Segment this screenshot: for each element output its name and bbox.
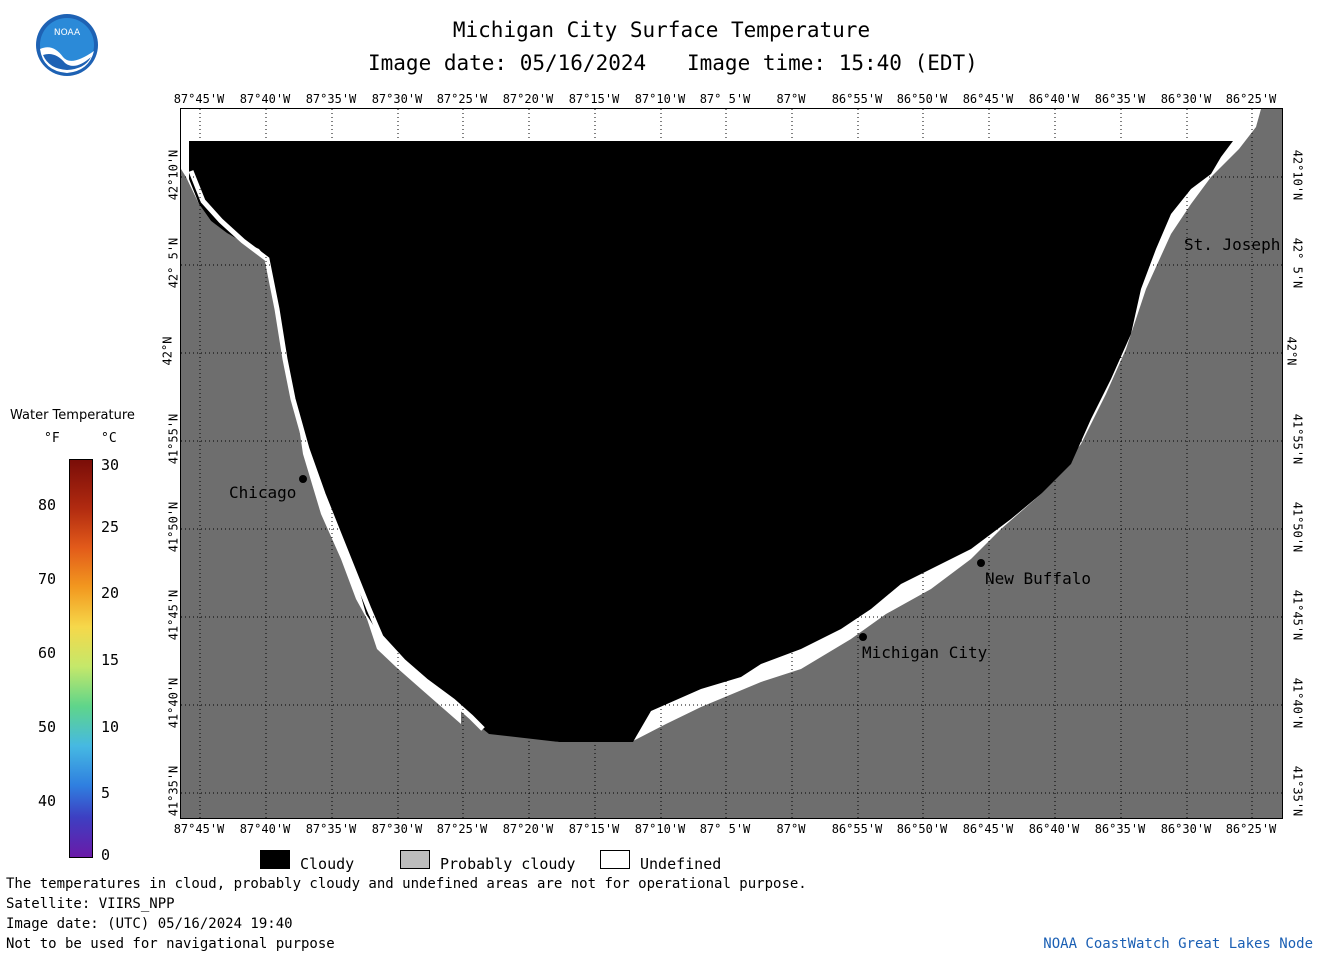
c-tick: 10	[101, 718, 120, 736]
cloudy-region	[189, 141, 1233, 742]
lat-label: 41°40'N	[166, 677, 181, 729]
noaa-logo: NOAA	[36, 14, 98, 76]
lon-label: 87°20'W	[502, 92, 554, 106]
footer-utc-date: Image date: (UTC) 05/16/2024 19:40	[6, 916, 293, 932]
lat-label: 41°55'N	[166, 413, 181, 465]
legend-unit-c: °C	[101, 431, 117, 446]
lon-label: 87°45'W	[173, 822, 225, 836]
lon-label: 86°35'W	[1094, 92, 1146, 106]
lon-label: 87°W	[776, 822, 806, 836]
map-area: Chicago New Buffalo Michigan City St. Jo…	[180, 108, 1283, 819]
lon-label: 86°50'W	[896, 92, 948, 106]
grid-lines	[181, 109, 1282, 818]
lat-label: 42°N	[1284, 336, 1299, 366]
land-west	[181, 169, 516, 818]
lon-label: 87°20'W	[502, 822, 554, 836]
lat-label: 42°N	[160, 336, 175, 366]
image-date: Image date: 05/16/2024	[368, 51, 647, 75]
c-tick: 15	[101, 651, 120, 669]
lon-label: 87°15'W	[568, 822, 620, 836]
lon-label: 86°25'W	[1225, 822, 1277, 836]
legend-title: Water Temperature	[10, 408, 135, 423]
lat-label: 41°55'N	[1290, 413, 1305, 465]
lat-label: 41°45'N	[166, 589, 181, 641]
lat-label: 42°10'N	[166, 149, 181, 201]
city-marker-michigan-city	[859, 633, 867, 641]
lon-label: 87°W	[776, 92, 806, 106]
key-undefined-swatch	[600, 850, 630, 869]
lon-label: 87°15'W	[568, 92, 620, 106]
lon-label: 87°25'W	[436, 822, 488, 836]
svg-text:NOAA: NOAA	[54, 28, 81, 38]
f-tick: 60	[38, 644, 57, 662]
f-tick: 40	[38, 792, 57, 810]
lon-label: 86°30'W	[1160, 822, 1212, 836]
page-title: Michigan City Surface Temperature	[452, 18, 871, 42]
map-svg	[181, 109, 1282, 818]
lon-label: 87°35'W	[305, 822, 357, 836]
city-label-st-joseph: St. Joseph	[1184, 235, 1281, 254]
f-tick: 80	[38, 496, 57, 514]
color-scale-bar	[69, 459, 93, 858]
lon-label: 86°25'W	[1225, 92, 1277, 106]
city-marker-chicago	[299, 475, 307, 483]
footer-navigation-warning: Not to be used for navigational purpose	[6, 936, 335, 952]
image-time: Image time: 15:40 (EDT)	[687, 51, 978, 75]
lon-label: 86°45'W	[962, 822, 1014, 836]
key-cloudy-swatch	[260, 850, 290, 869]
lon-label: 86°55'W	[831, 92, 883, 106]
c-tick: 25	[101, 518, 120, 536]
lat-label: 42° 5'N	[1290, 237, 1305, 289]
city-label-new-buffalo: New Buffalo	[985, 569, 1091, 588]
lon-label: 87°10'W	[634, 92, 686, 106]
lon-label: 87°30'W	[371, 822, 423, 836]
lon-label: 87°40'W	[239, 822, 291, 836]
lon-label: 87°30'W	[371, 92, 423, 106]
c-tick: 20	[101, 584, 120, 602]
c-tick: 30	[101, 456, 120, 474]
legend-unit-f: °F	[44, 431, 60, 446]
f-tick: 70	[38, 570, 57, 588]
lat-label: 41°35'N	[166, 765, 181, 817]
lat-label: 41°40'N	[1290, 677, 1305, 729]
lat-label: 42°10'N	[1290, 149, 1305, 201]
lon-label: 87°35'W	[305, 92, 357, 106]
key-probably-cloudy-label: Probably cloudy	[440, 855, 576, 873]
lon-label: 86°40'W	[1028, 822, 1080, 836]
city-marker-st-joseph	[1184, 222, 1190, 228]
land-south-east	[461, 109, 1282, 818]
lon-label: 86°35'W	[1094, 822, 1146, 836]
lon-label: 86°50'W	[896, 822, 948, 836]
lon-label: 87°10'W	[634, 822, 686, 836]
city-label-chicago: Chicago	[229, 483, 297, 502]
lon-label: 87° 5'W	[699, 822, 751, 836]
footer-satellite: Satellite: VIIRS_NPP	[6, 896, 175, 912]
credit-link[interactable]: NOAA CoastWatch Great Lakes Node	[1043, 936, 1313, 952]
f-tick: 50	[38, 718, 57, 736]
lon-label: 87°45'W	[173, 92, 225, 106]
lon-label: 86°45'W	[962, 92, 1014, 106]
lat-label: 41°50'N	[1290, 501, 1305, 553]
key-undefined-label: Undefined	[640, 855, 722, 873]
c-tick: 5	[101, 784, 111, 802]
key-cloudy-label: Cloudy	[300, 855, 355, 873]
key-probably-cloudy-swatch	[400, 850, 430, 869]
c-tick: 0	[101, 846, 111, 864]
footer-disclaimer: The temperatures in cloud, probably clou…	[6, 876, 807, 892]
lat-label: 41°50'N	[166, 501, 181, 553]
lon-label: 86°55'W	[831, 822, 883, 836]
lat-label: 42° 5'N	[166, 237, 181, 289]
undefined-strip	[188, 170, 485, 731]
lat-label: 41°35'N	[1290, 765, 1305, 817]
lon-label: 86°40'W	[1028, 92, 1080, 106]
lon-label: 86°30'W	[1160, 92, 1212, 106]
city-label-michigan-city: Michigan City	[862, 643, 988, 662]
lon-label: 87° 5'W	[699, 92, 751, 106]
city-marker-new-buffalo	[977, 559, 985, 567]
lon-label: 87°40'W	[239, 92, 291, 106]
lat-label: 41°45'N	[1290, 589, 1305, 641]
lon-label: 87°25'W	[436, 92, 488, 106]
